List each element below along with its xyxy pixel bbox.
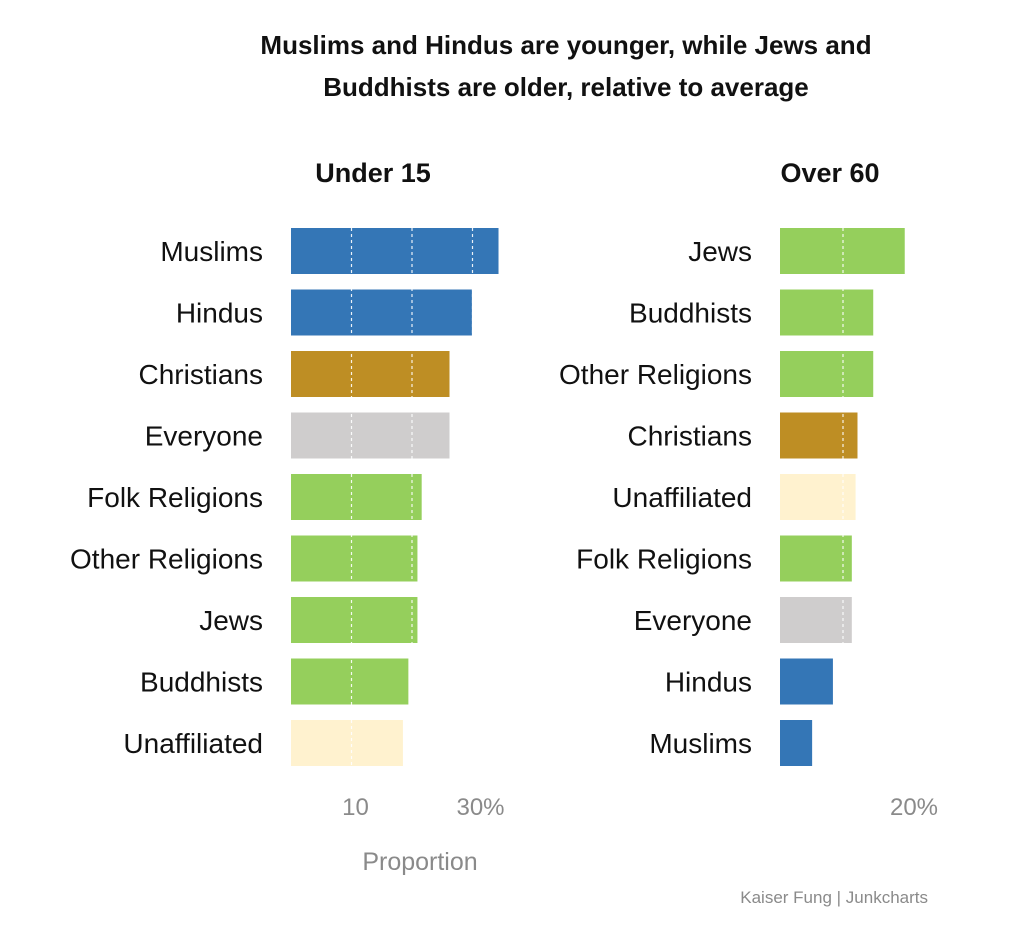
- category-label-over-60-other-religions: Other Religions: [559, 359, 752, 390]
- category-label-under-15-buddhists: Buddhists: [140, 667, 263, 698]
- tick-label-under-15-30: 30%: [456, 794, 504, 821]
- chart-title-line-2: Buddhists are older, relative to average: [323, 72, 809, 102]
- under-15-bars: [291, 228, 499, 766]
- chart-title-line-1: Muslims and Hindus are younger, while Je…: [260, 30, 871, 60]
- bar-over-60-hindus: [780, 658, 833, 705]
- category-label-under-15-christians: Christians: [139, 359, 263, 390]
- bar-over-60-buddhists: [780, 289, 874, 336]
- category-label-over-60-christians: Christians: [628, 421, 752, 452]
- bar-under-15-hindus: [291, 289, 472, 336]
- credit-text: Kaiser Fung | Junkcharts: [740, 888, 928, 907]
- bar-under-15-folk-religions: [291, 474, 422, 520]
- over-60-tick-labels: 20%: [890, 794, 938, 821]
- over-60-panel: Jews Buddhists Other Religions Christians Un…: [559, 228, 938, 821]
- category-label-over-60-buddhists: Buddhists: [629, 298, 752, 329]
- category-label-over-60-folk-religions: Folk Religions: [576, 544, 752, 575]
- bar-under-15-everyone: [291, 412, 450, 459]
- bar-over-60-other-religions: [780, 351, 874, 397]
- under-15-panel: Muslims Hindus Christians Everyone Folk Reli…: [70, 228, 505, 821]
- under-15-tick-labels: 10 30%: [342, 794, 504, 821]
- over-60-bars: [780, 228, 905, 766]
- category-label-under-15-muslims: Muslims: [160, 236, 263, 267]
- category-label-under-15-other-religions: Other Religions: [70, 544, 263, 575]
- panel-title-under-15: Under 15: [315, 158, 431, 188]
- category-label-over-60-muslims: Muslims: [649, 728, 752, 759]
- category-label-over-60-unaffiliated: Unaffiliated: [612, 482, 752, 513]
- bar-over-60-muslims: [780, 720, 813, 766]
- category-label-under-15-folk-religions: Folk Religions: [87, 482, 263, 513]
- category-label-under-15-everyone: Everyone: [145, 421, 263, 452]
- over-60-category-labels: Jews Buddhists Other Religions Christians Un…: [559, 236, 752, 759]
- bar-under-15-muslims: [291, 228, 499, 274]
- bar-under-15-jews: [291, 597, 418, 643]
- x-axis-title: Proportion: [362, 848, 477, 876]
- tick-label-under-15-10: 10: [342, 794, 369, 821]
- category-label-under-15-jews: Jews: [199, 605, 263, 636]
- bar-under-15-unaffiliated: [291, 720, 403, 766]
- panel-title-over-60: Over 60: [780, 158, 879, 188]
- bar-over-60-christians: [780, 412, 858, 459]
- category-label-over-60-everyone: Everyone: [634, 605, 752, 636]
- bar-under-15-christians: [291, 351, 450, 397]
- bar-under-15-other-religions: [291, 535, 418, 582]
- bar-over-60-unaffiliated: [780, 474, 856, 520]
- category-label-over-60-jews: Jews: [688, 236, 752, 267]
- category-label-under-15-hindus: Hindus: [176, 298, 263, 329]
- bar-under-15-buddhists: [291, 658, 409, 705]
- bar-over-60-folk-religions: [780, 535, 852, 582]
- category-label-under-15-unaffiliated: Unaffiliated: [123, 728, 263, 759]
- bar-over-60-everyone: [780, 597, 852, 643]
- bar-over-60-jews: [780, 228, 905, 274]
- tick-label-over-60-20: 20%: [890, 794, 938, 821]
- category-label-over-60-hindus: Hindus: [665, 667, 752, 698]
- under-15-category-labels: Muslims Hindus Christians Everyone Folk Reli…: [70, 236, 263, 759]
